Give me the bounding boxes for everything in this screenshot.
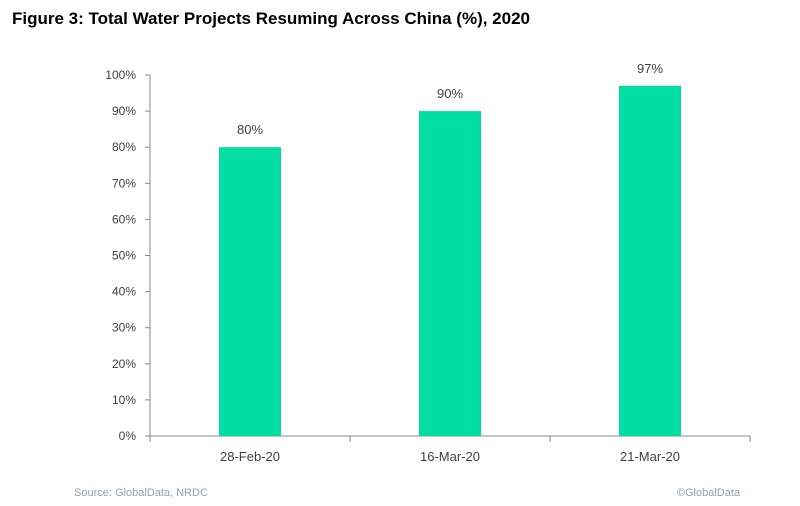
x-axis bbox=[149, 435, 751, 442]
y-tick-label: 80% bbox=[112, 140, 136, 154]
y-tick-label: 20% bbox=[112, 357, 136, 371]
bar bbox=[419, 111, 481, 436]
data-label: 90% bbox=[437, 86, 463, 101]
y-tick-label: 90% bbox=[112, 104, 136, 118]
y-tick-label: 100% bbox=[105, 68, 136, 82]
y-axis: 0% 10% 20% 30% 40% 50% 60% 70% 80% 90% 100% bbox=[105, 68, 151, 443]
category-label: 16-Mar-20 bbox=[420, 449, 480, 464]
bar bbox=[219, 147, 281, 436]
y-tick-label: 0% bbox=[119, 429, 137, 443]
y-tick-label: 30% bbox=[112, 321, 136, 335]
bar bbox=[619, 85, 681, 436]
category-label: 21-Mar-20 bbox=[620, 449, 680, 464]
copyright-note: ©GlobalData bbox=[676, 487, 740, 499]
y-tick-label: 40% bbox=[112, 285, 136, 299]
y-tick-label: 70% bbox=[112, 176, 136, 190]
data-label: 97% bbox=[637, 61, 663, 76]
category-label: 28-Feb-20 bbox=[220, 449, 280, 464]
y-tick-label: 50% bbox=[112, 249, 136, 263]
category-labels: 28-Feb-20 16-Mar-20 21-Mar-20 bbox=[220, 449, 680, 464]
chart-title: Figure 3: Total Water Projects Resuming … bbox=[12, 9, 530, 28]
data-label: 80% bbox=[237, 122, 263, 137]
y-tick-label: 10% bbox=[112, 393, 136, 407]
data-labels: 80% 90% 97% bbox=[237, 61, 663, 137]
bars bbox=[219, 85, 681, 436]
source-note: Source: GlobalData, NRDC bbox=[74, 487, 208, 499]
y-tick-label: 60% bbox=[112, 212, 136, 226]
